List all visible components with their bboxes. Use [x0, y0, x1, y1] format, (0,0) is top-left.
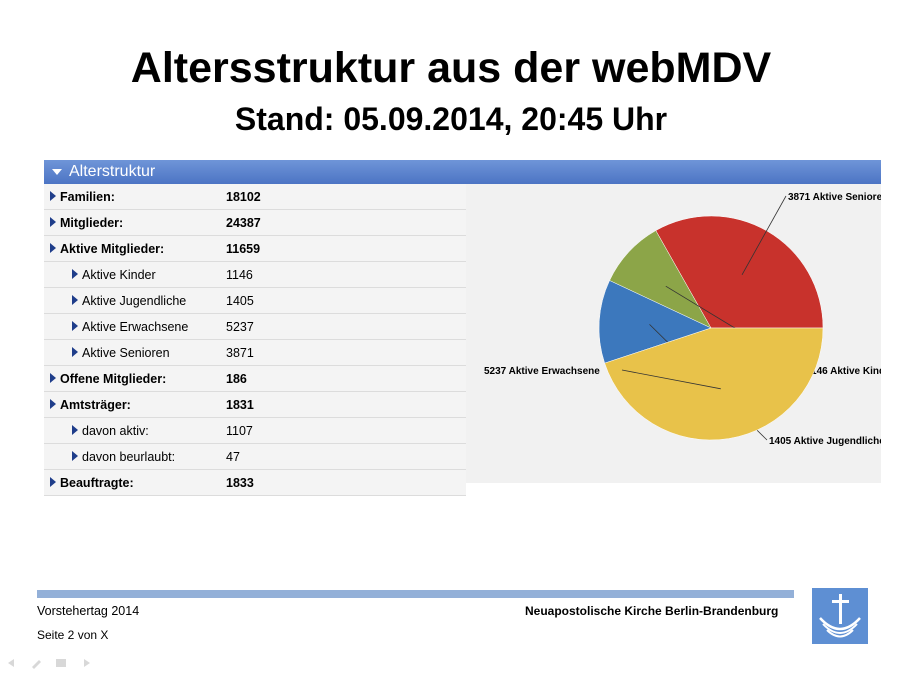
table-row[interactable]: Familien: 18102: [44, 184, 466, 210]
table-row[interactable]: Aktive Kinder 1146: [44, 262, 466, 288]
row-label: Aktive Senioren: [82, 346, 170, 360]
collapse-arrow-icon[interactable]: [52, 169, 62, 175]
pie-slice[interactable]: [604, 327, 824, 441]
expand-triangle-icon[interactable]: [72, 321, 78, 331]
row-label: Mitglieder:: [60, 216, 124, 230]
expand-triangle-icon[interactable]: [72, 295, 78, 305]
table-row[interactable]: Aktive Mitglieder: 11659: [44, 236, 466, 262]
expand-triangle-icon[interactable]: [72, 269, 78, 279]
pie-leader-line: [621, 369, 721, 390]
table-row[interactable]: Aktive Erwachsene 5237: [44, 314, 466, 340]
row-value: 1831: [226, 398, 254, 412]
row-value: 186: [226, 372, 247, 386]
row-label: Amtsträger:: [60, 398, 131, 412]
footer-organization: Neuapostolische Kirche Berlin-Brandenbur…: [525, 604, 779, 618]
expand-triangle-icon[interactable]: [50, 373, 56, 383]
pie-label: 1405 Aktive Jugendliche: [769, 436, 881, 447]
previous-slide-icon[interactable]: [8, 659, 14, 667]
expand-triangle-icon[interactable]: [72, 425, 78, 435]
row-value: 1107: [226, 424, 253, 438]
table-row[interactable]: Beauftragte: 1833: [44, 470, 466, 496]
table-row[interactable]: Amtsträger: 1831: [44, 392, 466, 418]
panel-title: Alterstruktur: [69, 163, 156, 180]
table-row[interactable]: Aktive Senioren 3871: [44, 340, 466, 366]
row-value: 5237: [226, 320, 254, 334]
row-value: 1405: [226, 294, 254, 308]
pie-label: 3871 Aktive Senioren: [788, 192, 881, 203]
page-number: Seite 2 von X: [37, 628, 109, 642]
pie-slice[interactable]: [598, 280, 712, 364]
footer-bar: [37, 590, 794, 598]
expand-triangle-icon[interactable]: [50, 243, 56, 253]
pie-label: 1146 Aktive Kinder: [806, 366, 881, 377]
pie-leader-line: [741, 195, 787, 275]
row-label: Aktive Erwachsene: [82, 320, 189, 334]
panel-header[interactable]: Alterstruktur: [44, 160, 881, 184]
expand-triangle-icon[interactable]: [50, 477, 56, 487]
row-value: 1146: [226, 268, 253, 282]
church-logo-icon: [819, 594, 861, 638]
row-value: 24387: [226, 216, 261, 230]
row-value: 1833: [226, 476, 254, 490]
row-value: 47: [226, 450, 240, 464]
table-row[interactable]: Mitglieder: 24387: [44, 210, 466, 236]
slide-subtitle: Stand: 05.09.2014, 20:45 Uhr: [234, 101, 668, 137]
row-label: davon beurlaubt:: [82, 450, 176, 464]
slide-title: Altersstruktur aus der webMDV: [130, 44, 772, 92]
row-value: 3871: [226, 346, 254, 360]
row-label: Offene Mitglieder:: [60, 372, 167, 386]
expand-triangle-icon[interactable]: [72, 347, 78, 357]
footer-event: Vorstehertag 2014: [37, 604, 140, 618]
row-value: 11659: [226, 242, 261, 256]
slide-nav-icons[interactable]: [6, 657, 96, 669]
table-row[interactable]: Aktive Jugendliche 1405: [44, 288, 466, 314]
row-label: Aktive Jugendliche: [82, 294, 187, 308]
table-row[interactable]: davon beurlaubt: 47: [44, 444, 466, 470]
pie-svg: 3871 Aktive Senioren 1146 Aktive Kinder 14…: [484, 192, 881, 447]
pie-label: 5237 Aktive Erwachsene: [484, 366, 600, 377]
next-slide-icon[interactable]: [84, 659, 90, 667]
age-pie-chart: 3871 Aktive Senioren 1146 Aktive Kinder 14…: [474, 184, 881, 483]
table-row[interactable]: Offene Mitglieder: 186: [44, 366, 466, 392]
expand-triangle-icon[interactable]: [50, 217, 56, 227]
expand-triangle-icon[interactable]: [50, 399, 56, 409]
pie-slice[interactable]: [655, 215, 824, 329]
row-value: 18102: [226, 190, 261, 204]
age-structure-panel: Alterstruktur Familien: 18102 Mitglieder:…: [44, 160, 881, 496]
expand-triangle-icon[interactable]: [50, 191, 56, 201]
row-label: Beauftragte:: [60, 476, 134, 490]
table-row[interactable]: davon aktiv: 1107: [44, 418, 466, 444]
church-logo: [812, 588, 868, 644]
stats-table: Familien: 18102 Mitglieder: 24387 Aktive M…: [44, 184, 466, 496]
row-label: Familien:: [60, 190, 115, 204]
menu-icon[interactable]: [56, 659, 66, 667]
row-label: Aktive Mitglieder:: [60, 242, 165, 256]
row-label: davon aktiv:: [82, 424, 149, 438]
pen-icon[interactable]: [32, 660, 41, 669]
expand-triangle-icon[interactable]: [72, 451, 78, 461]
row-label: Aktive Kinder: [82, 268, 156, 282]
